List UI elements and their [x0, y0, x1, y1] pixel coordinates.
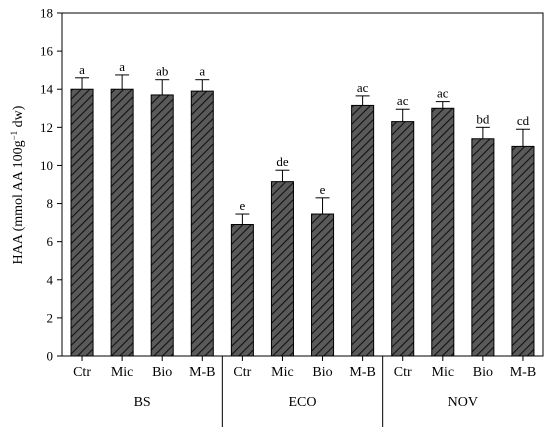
bar [270, 181, 294, 357]
group-label: ECO [289, 395, 317, 410]
bar [70, 88, 94, 357]
significance-letter: ab [156, 64, 168, 79]
significance-letter: e [239, 198, 245, 213]
bar [190, 90, 214, 357]
bar [471, 138, 495, 357]
x-tick-label: Ctr [394, 365, 412, 380]
significance-letter: de [276, 154, 289, 169]
x-tick-label: M-B [189, 365, 215, 380]
y-tick-label: 10 [40, 158, 53, 173]
y-tick-label: 2 [47, 310, 54, 325]
significance-letter: ac [397, 93, 409, 108]
bar [150, 94, 174, 357]
significance-letter: ac [437, 86, 449, 101]
bar [110, 88, 134, 357]
bar [311, 213, 335, 357]
plot-frame [61, 12, 544, 357]
significance-letter: a [199, 64, 205, 79]
y-tick-label: 14 [40, 82, 54, 97]
x-tick-label: Bio [473, 365, 493, 380]
y-tick-label: 8 [47, 196, 54, 211]
bar [351, 104, 375, 357]
significance-letter: a [119, 59, 125, 74]
y-tick-label: 6 [47, 234, 54, 249]
significance-letter: cd [517, 113, 530, 128]
y-tick-label: 0 [47, 349, 54, 364]
bar [391, 121, 415, 357]
x-tick-label: Mic [111, 365, 134, 380]
bar [431, 107, 455, 357]
x-tick-label: M-B [510, 365, 536, 380]
x-tick-label: Bio [312, 365, 332, 380]
x-tick-label: Ctr [73, 365, 91, 380]
bar [511, 145, 535, 357]
x-tick-label: Mic [432, 365, 455, 380]
x-tick-label: Mic [271, 365, 294, 380]
y-axis-label: HAA (mmol AA 100g−1 dw) [9, 105, 26, 264]
significance-letter: bd [476, 111, 490, 126]
y-tick-label: 18 [40, 6, 53, 21]
group-label: NOV [448, 395, 478, 410]
significance-letter: ac [357, 80, 369, 95]
significance-letter: a [79, 62, 85, 77]
y-tick-label: 16 [40, 44, 54, 59]
significance-letter: e [320, 182, 326, 197]
y-tick-label: 12 [40, 120, 53, 135]
y-tick-label: 4 [47, 272, 54, 287]
x-tick-label: Ctr [233, 365, 251, 380]
x-tick-label: Bio [152, 365, 172, 380]
group-label: BS [134, 395, 151, 410]
bar [230, 224, 254, 357]
x-tick-label: M-B [349, 365, 375, 380]
